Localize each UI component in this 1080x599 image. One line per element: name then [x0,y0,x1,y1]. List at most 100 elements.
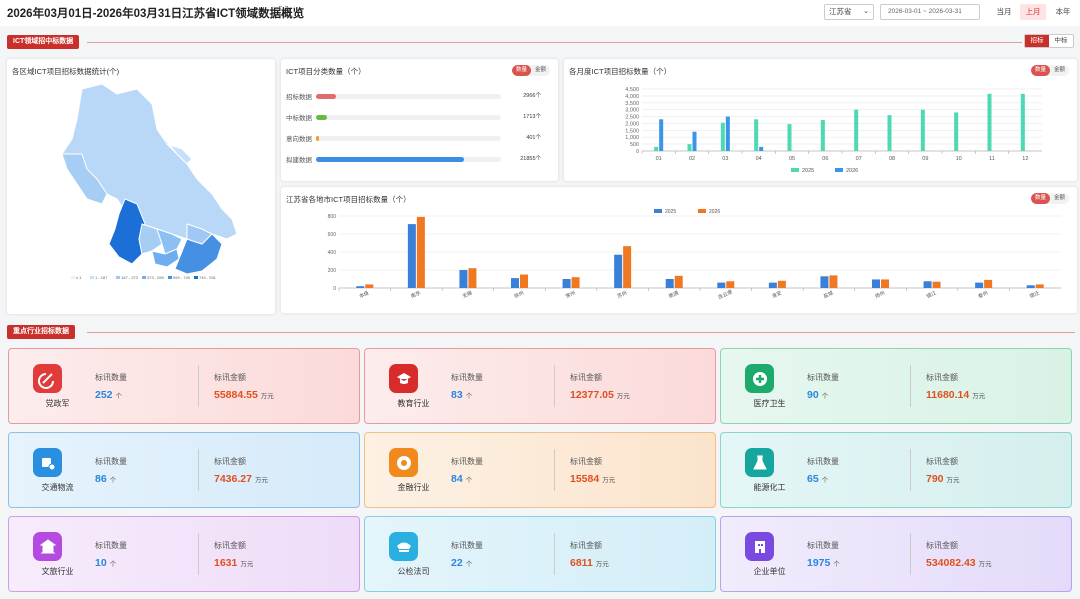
x-tick-label: 连云港 [717,288,734,301]
bar-2026-宿迁 [1035,284,1044,288]
monthly-bar-chart: 05001,0001,5002,0002,5003,0003,5004,0004… [625,87,1042,174]
toggle-count[interactable]: 数量 [1031,65,1051,76]
x-tick-label: 09 [922,156,928,162]
amount-label: 标讯金额 [926,457,958,466]
period-current-month-button[interactable]: 当月 [996,7,1012,16]
count-label: 标讯数量 [807,541,839,550]
toggle-amount[interactable]: 金额 [535,67,547,73]
divider [198,449,199,491]
bar-2025-镇江 [923,281,932,288]
toggle-count[interactable]: 数量 [1031,193,1051,204]
bar-2026-南京 [416,216,425,288]
industry-name: 公检法司 [397,567,430,576]
y-tick-label: 500 [630,142,639,148]
divider [198,365,199,407]
bar-2025-12 [1020,93,1025,151]
category-label: 意向数据 [286,136,312,143]
x-tick-label: 02 [689,156,695,162]
monthly-chart-card: 各月度ICT项目招标数量（个） 数量 金额 0 500 1,000 1,500 2,00… [564,59,1077,181]
count-unit: 个 [465,561,473,568]
count-unit: 个 [821,477,829,484]
bar-2026-无锡 [468,268,477,288]
city-bar-chart: 0 200 400 600 800 本级 南京 无锡 徐州 常州 苏州 南通 连云港 淮安 盐城 扬州 镇江 泰州… [328,209,1061,301]
count-value: 65 个 [807,473,828,485]
industry-card[interactable]: 金融行业 标讯数量 84 个 标讯金额 15584 万元 [364,432,716,508]
industry-card[interactable]: 党政军 标讯数量 252 个 标讯金额 55884.55 万元 [8,348,360,424]
industry-card[interactable]: 医疗卫生 标讯数量 90 个 标讯金额 11680.14 万元 [720,348,1072,424]
count-number: 22 [451,557,463,569]
bar-2025-06 [820,120,825,151]
amount-unit: 万元 [240,561,254,568]
page-title: 2026年03月01日-2026年03月31日江苏省ICT领域数据概览 [7,8,305,20]
map-region-nantong [186,223,213,245]
bar-2026-02 [692,131,697,151]
category-label: 招标数据 [286,94,312,101]
toggle-winning[interactable]: 中标 [1054,37,1068,44]
bar-2025-本级 [356,286,365,288]
amount-value: 12377.05 万元 [570,389,630,401]
bar-2025-08 [887,115,892,151]
y-tick-label: 3,500 [625,101,639,107]
x-tick-label: 04 [756,156,762,162]
amount-unit: 万元 [972,393,986,400]
period-last-month-button[interactable]: 上月 [1020,4,1046,20]
toggle-amount[interactable]: 金额 [1054,67,1066,73]
region-select[interactable]: 江苏省 ⌄ [824,4,874,20]
amount-unit: 万元 [254,477,268,484]
toggle-amount[interactable]: 金额 [1054,195,1066,201]
period-this-year-button[interactable]: 本年 [1055,7,1071,16]
amount-number: 55884.55 [214,389,258,401]
fullscreen-icon[interactable] [278,5,289,16]
industry-card[interactable]: 文旅行业 标讯数量 10 个 标讯金额 1631 万元 [8,516,360,592]
x-tick-label: 07 [856,156,862,162]
industry-card[interactable]: 教育行业 标讯数量 83 个 标讯金额 12377.05 万元 [364,348,716,424]
logistics-box-icon [33,448,62,477]
amount-label: 标讯金额 [570,457,602,466]
divider [554,365,555,407]
amount-label: 标讯金额 [570,541,602,550]
count-unit: 个 [821,393,829,400]
amount-value: 6811 万元 [570,557,609,569]
bar-2025-盐城 [820,276,829,288]
industry-card[interactable]: 交通物流 标讯数量 86 个 标讯金额 7436.27 万元 [8,432,360,508]
legend-swatch [835,168,843,172]
category-bar [316,136,319,141]
jiangsu-map[interactable]: ≤ 1 1 - 187 187 - 373 373 - 559 559 - 74… [7,59,275,314]
x-tick-label: 扬州 [874,289,886,300]
bar-2025-泰州 [975,282,984,288]
y-tick-label: 0 [636,149,639,155]
bar-2025-淮安 [768,282,777,288]
industry-card[interactable]: 能源化工 标讯数量 65 个 标讯金额 790 万元 [720,432,1072,508]
date-range-input[interactable]: 2026-03-01 ~ 2026-03-31 [880,4,980,20]
party-icon [33,364,62,393]
count-value: 10 个 [95,557,116,569]
y-tick-label: 2,000 [625,121,639,127]
divider [554,449,555,491]
count-unit: 个 [465,393,473,400]
bar-2025-01 [654,146,659,151]
toggle-bidding[interactable]: 招标 [1025,35,1049,47]
amount-number: 15584 [570,473,600,485]
x-tick-label: 南京 [410,289,422,300]
bar-2026-扬州 [881,279,889,288]
amount-unit: 万元 [978,561,992,568]
x-tick-label: 08 [889,156,895,162]
amount-label: 标讯金额 [926,373,958,382]
count-unit: 个 [115,393,123,400]
y-tick-label: 200 [328,268,337,274]
region-map-card: 各区域ICT项目招标数据统计(个) ≤ 1 1 - 187 187 - 373 … [7,59,275,314]
bar-2025-宿迁 [1026,285,1035,288]
chart-title: 各月度ICT项目招标数量（个） [569,67,672,76]
industry-card[interactable]: 企业单位 标讯数量 1975 个 标讯金额 534082.43 万元 [720,516,1072,592]
bar-2026-镇江 [932,281,941,288]
industry-name: 文旅行业 [41,567,74,576]
amount-label: 标讯金额 [214,373,246,382]
y-tick-label: 3,000 [625,108,639,114]
industry-card[interactable]: 公检法司 标讯数量 22 个 标讯金额 6811 万元 [364,516,716,592]
count-label: 标讯数量 [451,541,483,550]
count-number: 90 [807,389,819,401]
amount-number: 534082.43 [926,557,976,569]
legend-swatch [791,168,799,172]
category-row: 意向数据 401个 [286,133,541,147]
toggle-count[interactable]: 数量 [512,65,532,76]
